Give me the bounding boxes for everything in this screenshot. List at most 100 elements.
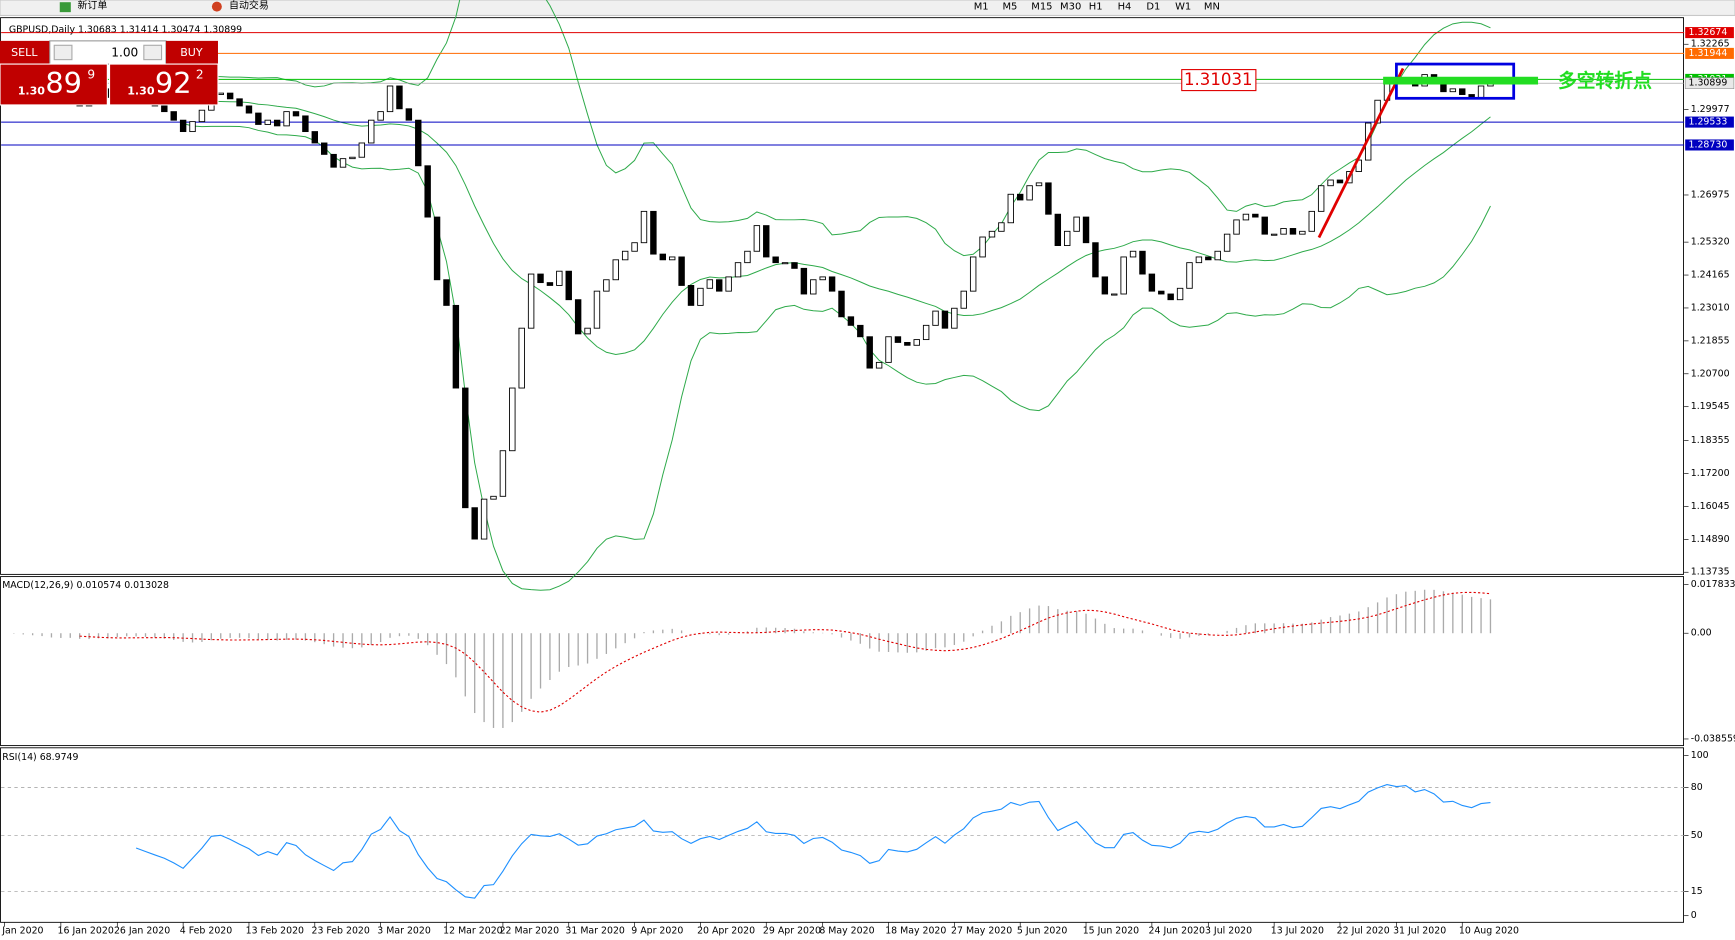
- timeframe-button[interactable]: H1: [1089, 2, 1103, 13]
- candle: [800, 267, 808, 295]
- x-tick-label: 22 Mar 2020: [500, 926, 560, 937]
- candle: [904, 341, 911, 346]
- candle: [330, 153, 337, 168]
- auto-trading-icon[interactable]: [211, 1, 222, 12]
- sell-price-box[interactable]: [0, 63, 108, 106]
- x-tick-label: 16 Jan 2020: [58, 926, 114, 937]
- x-tick-label: 12 Mar 2020: [443, 926, 503, 937]
- buy-button[interactable]: [165, 40, 218, 65]
- new-order-icon[interactable]: [59, 2, 71, 13]
- y-tick-label: 1.13735: [1691, 567, 1730, 578]
- candle: [1195, 256, 1203, 264]
- candle: [678, 256, 685, 286]
- buy-price-fraction[interactable]: 2: [196, 68, 204, 82]
- candle: [640, 210, 648, 244]
- candle: [546, 282, 554, 286]
- auto-trading-button[interactable]: 自动交易: [229, 0, 269, 12]
- level-label: 1.29533: [1689, 117, 1728, 128]
- buy-price-pips[interactable]: 92: [155, 66, 192, 100]
- candle: [443, 279, 450, 306]
- timeframe-button[interactable]: M5: [1002, 2, 1017, 13]
- volume-down[interactable]: [53, 44, 73, 61]
- level-label-box: [1685, 27, 1734, 39]
- candle: [1270, 233, 1278, 236]
- candle: [659, 253, 667, 261]
- sell-price-big[interactable]: 1.30: [18, 85, 46, 98]
- y-tick-label: 1.25320: [1691, 237, 1730, 248]
- pivot-note: 多空转折点: [1558, 69, 1652, 92]
- candle: [1016, 193, 1024, 201]
- new-order-button[interactable]: 新订单: [77, 0, 107, 12]
- candle: [1449, 88, 1457, 93]
- rsi-panel: [0, 747, 1684, 923]
- candle: [828, 276, 836, 292]
- candle: [1299, 230, 1306, 235]
- candle: [612, 259, 619, 281]
- timeframe-button[interactable]: D1: [1146, 2, 1160, 13]
- sell-button[interactable]: [0, 40, 50, 65]
- timeframe-button[interactable]: MN: [1204, 2, 1220, 13]
- candle: [490, 495, 497, 500]
- buy-label[interactable]: BUY: [180, 46, 203, 59]
- candle: [433, 216, 441, 281]
- candle: [1064, 230, 1071, 246]
- chart-header: GBPUSD,Daily 1.30683 1.31414 1.30474 1.3…: [9, 24, 242, 35]
- candle: [819, 276, 826, 281]
- sell-price-pips[interactable]: 89: [45, 66, 82, 100]
- candle: [189, 121, 196, 133]
- candle: [198, 109, 206, 123]
- y-tick-label: 100: [1691, 750, 1709, 761]
- timeframe-button[interactable]: M30: [1060, 2, 1081, 13]
- candle: [1336, 179, 1344, 184]
- candle: [518, 327, 525, 389]
- x-tick-label: 5 Jun 2020: [1017, 926, 1068, 937]
- candle: [603, 279, 610, 292]
- candle: [527, 273, 535, 329]
- x-tick-label: 18 May 2020: [885, 926, 946, 937]
- candle: [565, 270, 572, 301]
- candle: [913, 339, 920, 346]
- candle: [1158, 290, 1165, 295]
- sell-price-fraction[interactable]: 9: [87, 68, 95, 82]
- macd-title: MACD(12,26,9) 0.010574 0.013028: [2, 580, 169, 591]
- bollinger-band: [182, 123, 1491, 591]
- candle: [556, 270, 563, 286]
- candle: [988, 230, 996, 238]
- timeframe-button[interactable]: W1: [1175, 2, 1191, 13]
- timeframe-button[interactable]: H4: [1118, 2, 1132, 13]
- candle: [979, 236, 986, 258]
- candle: [1167, 293, 1174, 301]
- candle: [1308, 210, 1315, 232]
- candle: [1176, 287, 1184, 301]
- candle: [593, 290, 601, 329]
- candle: [1261, 216, 1268, 235]
- buy-price-big[interactable]: 1.30: [127, 85, 155, 98]
- candle: [621, 250, 629, 261]
- level-label: 1.32674: [1689, 27, 1728, 38]
- candle: [217, 92, 224, 95]
- candle: [452, 304, 460, 389]
- last-price-label: 1.30899: [1689, 78, 1728, 89]
- candle: [584, 327, 591, 335]
- candle: [734, 262, 742, 278]
- candle: [1073, 216, 1080, 232]
- candle: [1082, 216, 1090, 244]
- volume-value[interactable]: 1.00: [111, 46, 138, 60]
- candle: [1223, 233, 1231, 252]
- sell-label[interactable]: SELL: [11, 46, 38, 59]
- timeframe-button[interactable]: M1: [974, 2, 989, 13]
- candle: [969, 256, 977, 292]
- buy-price-box[interactable]: [108, 63, 219, 106]
- x-tick-label: 3 Jul 2020: [1205, 926, 1252, 937]
- y-tick-label: 0: [1691, 910, 1697, 921]
- candle: [650, 210, 657, 255]
- x-tick-label: 31 Jul 2020: [1393, 926, 1446, 937]
- timeframe-button[interactable]: M15: [1031, 2, 1052, 13]
- volume-up[interactable]: [143, 44, 163, 61]
- candle: [1045, 182, 1052, 215]
- last-price-box: [1684, 77, 1735, 89]
- candle: [377, 111, 384, 121]
